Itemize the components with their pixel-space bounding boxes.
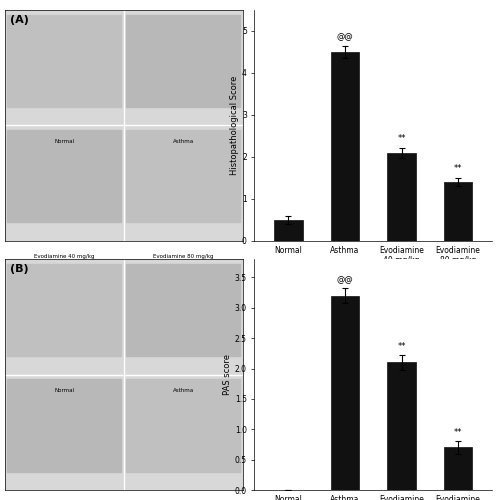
- Text: Evodiamine 40 mg/kg: Evodiamine 40 mg/kg: [34, 254, 94, 259]
- Text: @@: @@: [336, 275, 353, 284]
- Bar: [7, 264, 121, 356]
- Bar: [331, 52, 359, 241]
- Bar: [126, 264, 240, 356]
- Bar: [331, 296, 359, 490]
- Bar: [126, 379, 240, 472]
- Text: (B): (B): [10, 264, 28, 274]
- Y-axis label: PAS score: PAS score: [223, 354, 232, 395]
- Bar: [7, 130, 121, 222]
- Bar: [444, 448, 472, 490]
- Bar: [444, 182, 472, 241]
- Text: Asthma: Asthma: [172, 388, 194, 393]
- Bar: [126, 14, 240, 107]
- Text: **: **: [397, 134, 406, 143]
- Text: **: **: [454, 164, 462, 173]
- Bar: [126, 130, 240, 222]
- Text: Normal: Normal: [54, 139, 75, 144]
- Bar: [387, 362, 415, 490]
- Y-axis label: Histopathological Score: Histopathological Score: [230, 76, 239, 175]
- Bar: [387, 152, 415, 241]
- Bar: [7, 379, 121, 472]
- Text: (A): (A): [10, 14, 29, 24]
- Text: Evodiamine 80 mg/kg: Evodiamine 80 mg/kg: [153, 254, 213, 259]
- Text: Asthma: Asthma: [172, 139, 194, 144]
- Text: Normal: Normal: [54, 388, 75, 393]
- Bar: [274, 220, 303, 241]
- Text: @@: @@: [336, 32, 353, 41]
- Bar: [7, 14, 121, 107]
- Text: **: **: [454, 428, 462, 437]
- Text: **: **: [397, 342, 406, 350]
